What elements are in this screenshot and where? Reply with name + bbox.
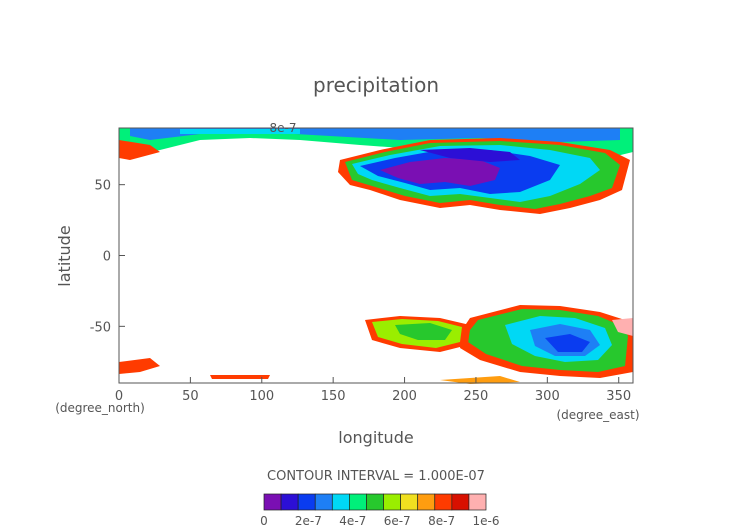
colorbar-tick-label: 2e-7 xyxy=(295,514,322,528)
x-tick-label: 250 xyxy=(464,389,489,404)
contour-region-north-darkblue xyxy=(420,148,520,162)
contour-region-antarctic-left xyxy=(119,358,160,374)
contour-region-north-purple xyxy=(380,158,500,186)
y-axis-label: latitude xyxy=(55,225,74,286)
x-tick-label: 300 xyxy=(535,389,560,404)
colorbar-labels: 0 2e-7 4e-7 6e-7 8e-7 1e-6 xyxy=(260,514,499,528)
colorbar-swatch xyxy=(331,493,350,511)
colorbar-swatch xyxy=(314,493,333,511)
chart-title: precipitation xyxy=(313,73,439,97)
x-tick-label: 350 xyxy=(606,389,631,404)
y-axis-ticks: 50 0 -50 xyxy=(90,179,125,335)
x-tick-label: 50 xyxy=(182,389,199,404)
y-unit-label: (degree_north) xyxy=(55,401,145,415)
x-tick-label: 0 xyxy=(115,389,123,404)
colorbar-swatch xyxy=(434,493,453,511)
y-tick-label: 0 xyxy=(103,250,111,265)
colorbar xyxy=(263,493,487,511)
colorbar-swatch xyxy=(468,493,487,511)
colorbar-swatch xyxy=(383,493,401,511)
colorbar-tick-label: 0 xyxy=(260,514,268,528)
y-tick-label: -50 xyxy=(90,320,111,335)
x-axis-ticks: 0 50 100 150 200 250 300 350 xyxy=(115,377,631,404)
colorbar-tick-label: 1e-6 xyxy=(473,514,500,528)
y-tick-label: 50 xyxy=(94,179,111,194)
contour-region-right-edge-red xyxy=(612,318,633,336)
x-tick-label: 100 xyxy=(249,389,274,404)
colorbar-swatch xyxy=(366,493,384,511)
x-tick-label: 200 xyxy=(392,389,417,404)
x-axis-label: longitude xyxy=(338,428,413,447)
colorbar-swatch xyxy=(451,493,470,511)
contour-inline-label: 8e-7 xyxy=(270,121,297,135)
contour-region-small-red xyxy=(210,375,270,379)
x-tick-label: 150 xyxy=(321,389,346,404)
contour-interval-text: CONTOUR INTERVAL = 1.000E-07 xyxy=(267,469,485,484)
contour-field xyxy=(119,128,633,384)
colorbar-tick-label: 6e-7 xyxy=(384,514,411,528)
contour-region-south-deep xyxy=(545,334,590,352)
colorbar-swatch xyxy=(263,493,282,511)
colorbar-tick-label: 8e-7 xyxy=(428,514,455,528)
contour-region-left-arctic-red xyxy=(119,140,160,160)
colorbar-swatch xyxy=(297,493,316,511)
colorbar-swatch xyxy=(417,493,436,511)
x-unit-label: (degree_east) xyxy=(556,408,639,422)
colorbar-swatch xyxy=(349,493,367,511)
colorbar-swatch xyxy=(400,493,419,511)
contour-region-southwest-green2 xyxy=(395,323,452,340)
colorbar-tick-label: 4e-7 xyxy=(339,514,366,528)
contour-region-arctic-core xyxy=(180,129,300,134)
contour-region-antarctic-bottom xyxy=(440,376,520,384)
colorbar-swatch xyxy=(280,493,299,511)
